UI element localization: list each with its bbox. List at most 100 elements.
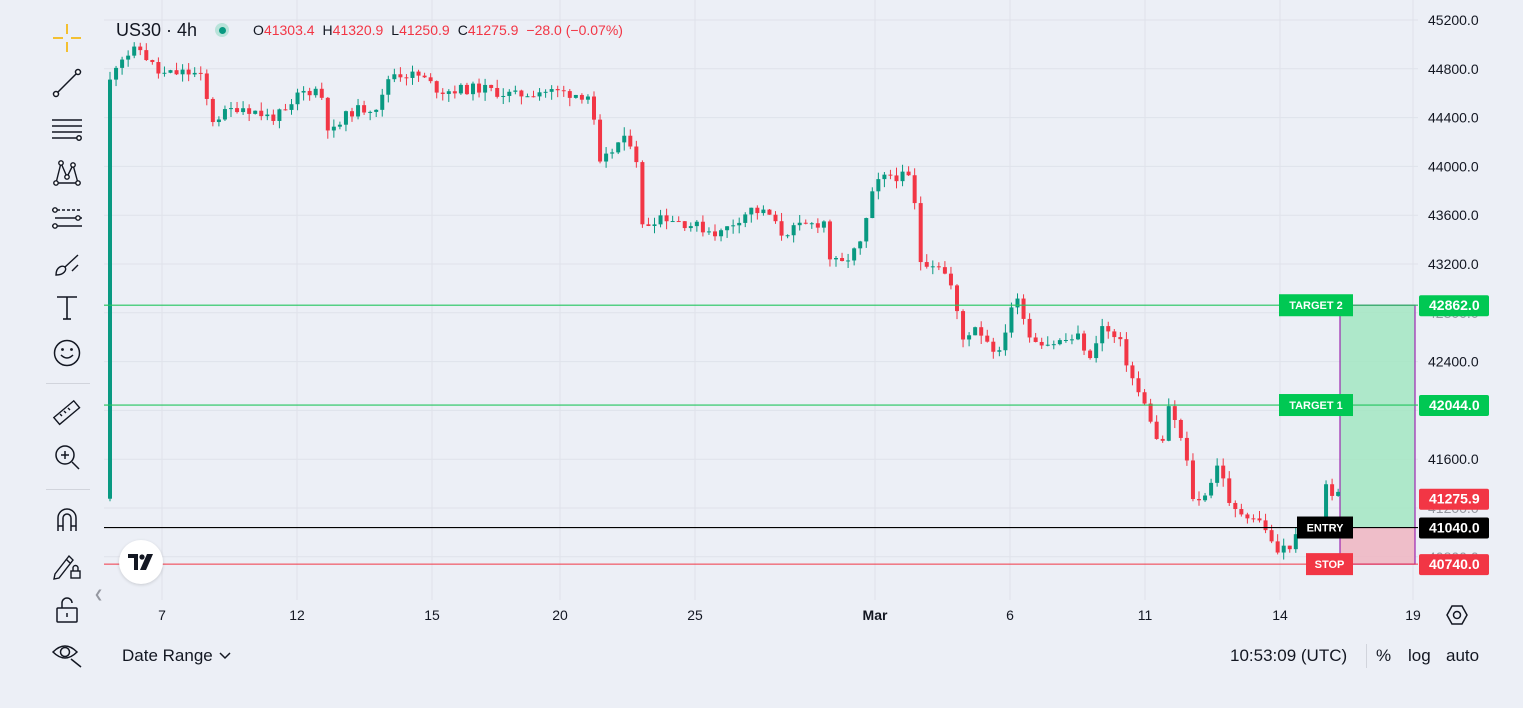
- lock-drawings-icon[interactable]: [44, 545, 90, 585]
- candle-up: [180, 64, 185, 82]
- candle-down: [700, 215, 705, 237]
- candle-up: [719, 228, 724, 242]
- candle-up: [295, 88, 300, 111]
- candle-down: [350, 107, 354, 122]
- candle-body: [1076, 333, 1080, 340]
- candle-body: [1003, 332, 1008, 351]
- percent-scale-button[interactable]: %: [1376, 646, 1392, 665]
- close-label: C: [457, 22, 468, 38]
- target1-tag[interactable]: [1279, 394, 1353, 417]
- patterns-icon[interactable]: [44, 152, 90, 192]
- candle-body: [229, 108, 233, 110]
- candle-down: [1154, 415, 1159, 440]
- utc-clock[interactable]: 10:53:09 (UTC): [1230, 646, 1348, 665]
- horizontal-lines-icon[interactable]: [44, 107, 90, 147]
- price-axis[interactable]: 45200.0 44800.0 44400.0 44000.0 43600.0 43200…: [1419, 12, 1489, 576]
- candle-body: [737, 222, 742, 226]
- candle-body: [1233, 502, 1238, 510]
- candle-down: [985, 329, 990, 343]
- low-value: 41250.9: [399, 22, 450, 38]
- time-tick: 11: [1138, 607, 1153, 623]
- emoji-icon[interactable]: [44, 333, 90, 373]
- candle-body: [1124, 339, 1129, 366]
- price-tick: 44400.0: [1428, 110, 1479, 126]
- candle-down: [186, 63, 191, 82]
- candle-body: [386, 79, 391, 95]
- candle-body: [446, 91, 451, 94]
- candle-down: [1172, 400, 1177, 429]
- date-range-button[interactable]: Date Range: [122, 646, 231, 666]
- candle-up: [1057, 338, 1062, 346]
- candle-body: [337, 124, 342, 127]
- candle-up: [585, 94, 590, 104]
- tradingview-logo[interactable]: [119, 540, 163, 584]
- candle-body: [1166, 406, 1171, 441]
- candle-body: [507, 91, 512, 96]
- last-badge: [1419, 488, 1489, 510]
- candle-up: [1100, 318, 1105, 352]
- candle-body: [362, 105, 367, 113]
- fib-levels-icon[interactable]: [44, 198, 90, 238]
- candle-body: [1009, 307, 1014, 333]
- candle-body: [186, 69, 191, 75]
- candle-body: [525, 96, 530, 98]
- candle-body: [374, 109, 379, 112]
- candle-body: [452, 91, 457, 94]
- candle-down: [767, 208, 772, 215]
- candle-body: [1057, 340, 1062, 345]
- candle-down: [1039, 337, 1044, 349]
- candle-body: [289, 104, 294, 110]
- candle-body: [628, 135, 633, 147]
- brush-icon[interactable]: [44, 244, 90, 284]
- scroll-left-icon[interactable]: ❮: [94, 589, 104, 601]
- auto-scale-button[interactable]: auto: [1446, 646, 1480, 665]
- entry-price: 41040.0: [1429, 520, 1480, 536]
- crosshair-icon[interactable]: [44, 18, 90, 58]
- candle-body: [428, 77, 433, 82]
- price-tick: 43200.0: [1428, 256, 1479, 272]
- stop-tag[interactable]: [1306, 553, 1353, 576]
- magnet-icon[interactable]: [44, 500, 90, 540]
- symbol-interval[interactable]: US30 · 4h: [116, 19, 198, 40]
- zoom-in-icon[interactable]: [44, 437, 90, 477]
- candle-body: [343, 111, 348, 125]
- candle-up: [1281, 538, 1286, 560]
- candle-down: [1124, 332, 1129, 372]
- candle-body: [1051, 344, 1056, 346]
- eye-icon[interactable]: [44, 634, 90, 674]
- ruler-icon[interactable]: [44, 393, 90, 433]
- candle-up: [331, 119, 336, 138]
- candle-up: [1076, 325, 1080, 341]
- candle-body: [924, 262, 929, 267]
- candle-body: [622, 135, 627, 143]
- trend-line-icon[interactable]: [44, 63, 90, 103]
- axis-settings-icon[interactable]: [1446, 604, 1468, 626]
- time-axis[interactable]: 7 12 15 20 25 Mar 6 11 14 19: [158, 607, 1421, 623]
- entry-tag[interactable]: [1297, 516, 1353, 539]
- candle-body: [1275, 541, 1280, 553]
- candle-body: [761, 209, 766, 214]
- candle-down: [1263, 513, 1268, 534]
- target2-tag[interactable]: [1279, 294, 1353, 317]
- candle-up: [168, 69, 173, 74]
- candle-body: [1148, 403, 1153, 422]
- candle-down: [779, 212, 784, 241]
- lock-icon[interactable]: [44, 590, 90, 630]
- candle-body: [458, 84, 463, 94]
- candle-body: [749, 207, 754, 215]
- candle-up: [343, 110, 348, 132]
- candle-down: [1287, 545, 1292, 553]
- candle-down: [1190, 453, 1195, 502]
- profit-zone[interactable]: [1340, 305, 1415, 528]
- text-tool-icon[interactable]: [44, 288, 90, 328]
- candle-down: [1239, 503, 1244, 517]
- level-lines[interactable]: TARGET 2 TARGET 1 ENTRY STOP: [104, 294, 1418, 576]
- candle-down: [961, 309, 966, 348]
- market-open-dot: [215, 23, 230, 37]
- candle-body: [259, 110, 264, 117]
- change-value: −28.0 (−0.07%): [526, 22, 623, 38]
- candle-up: [858, 240, 863, 255]
- log-scale-button[interactable]: log: [1408, 646, 1431, 665]
- candle-down: [362, 100, 367, 115]
